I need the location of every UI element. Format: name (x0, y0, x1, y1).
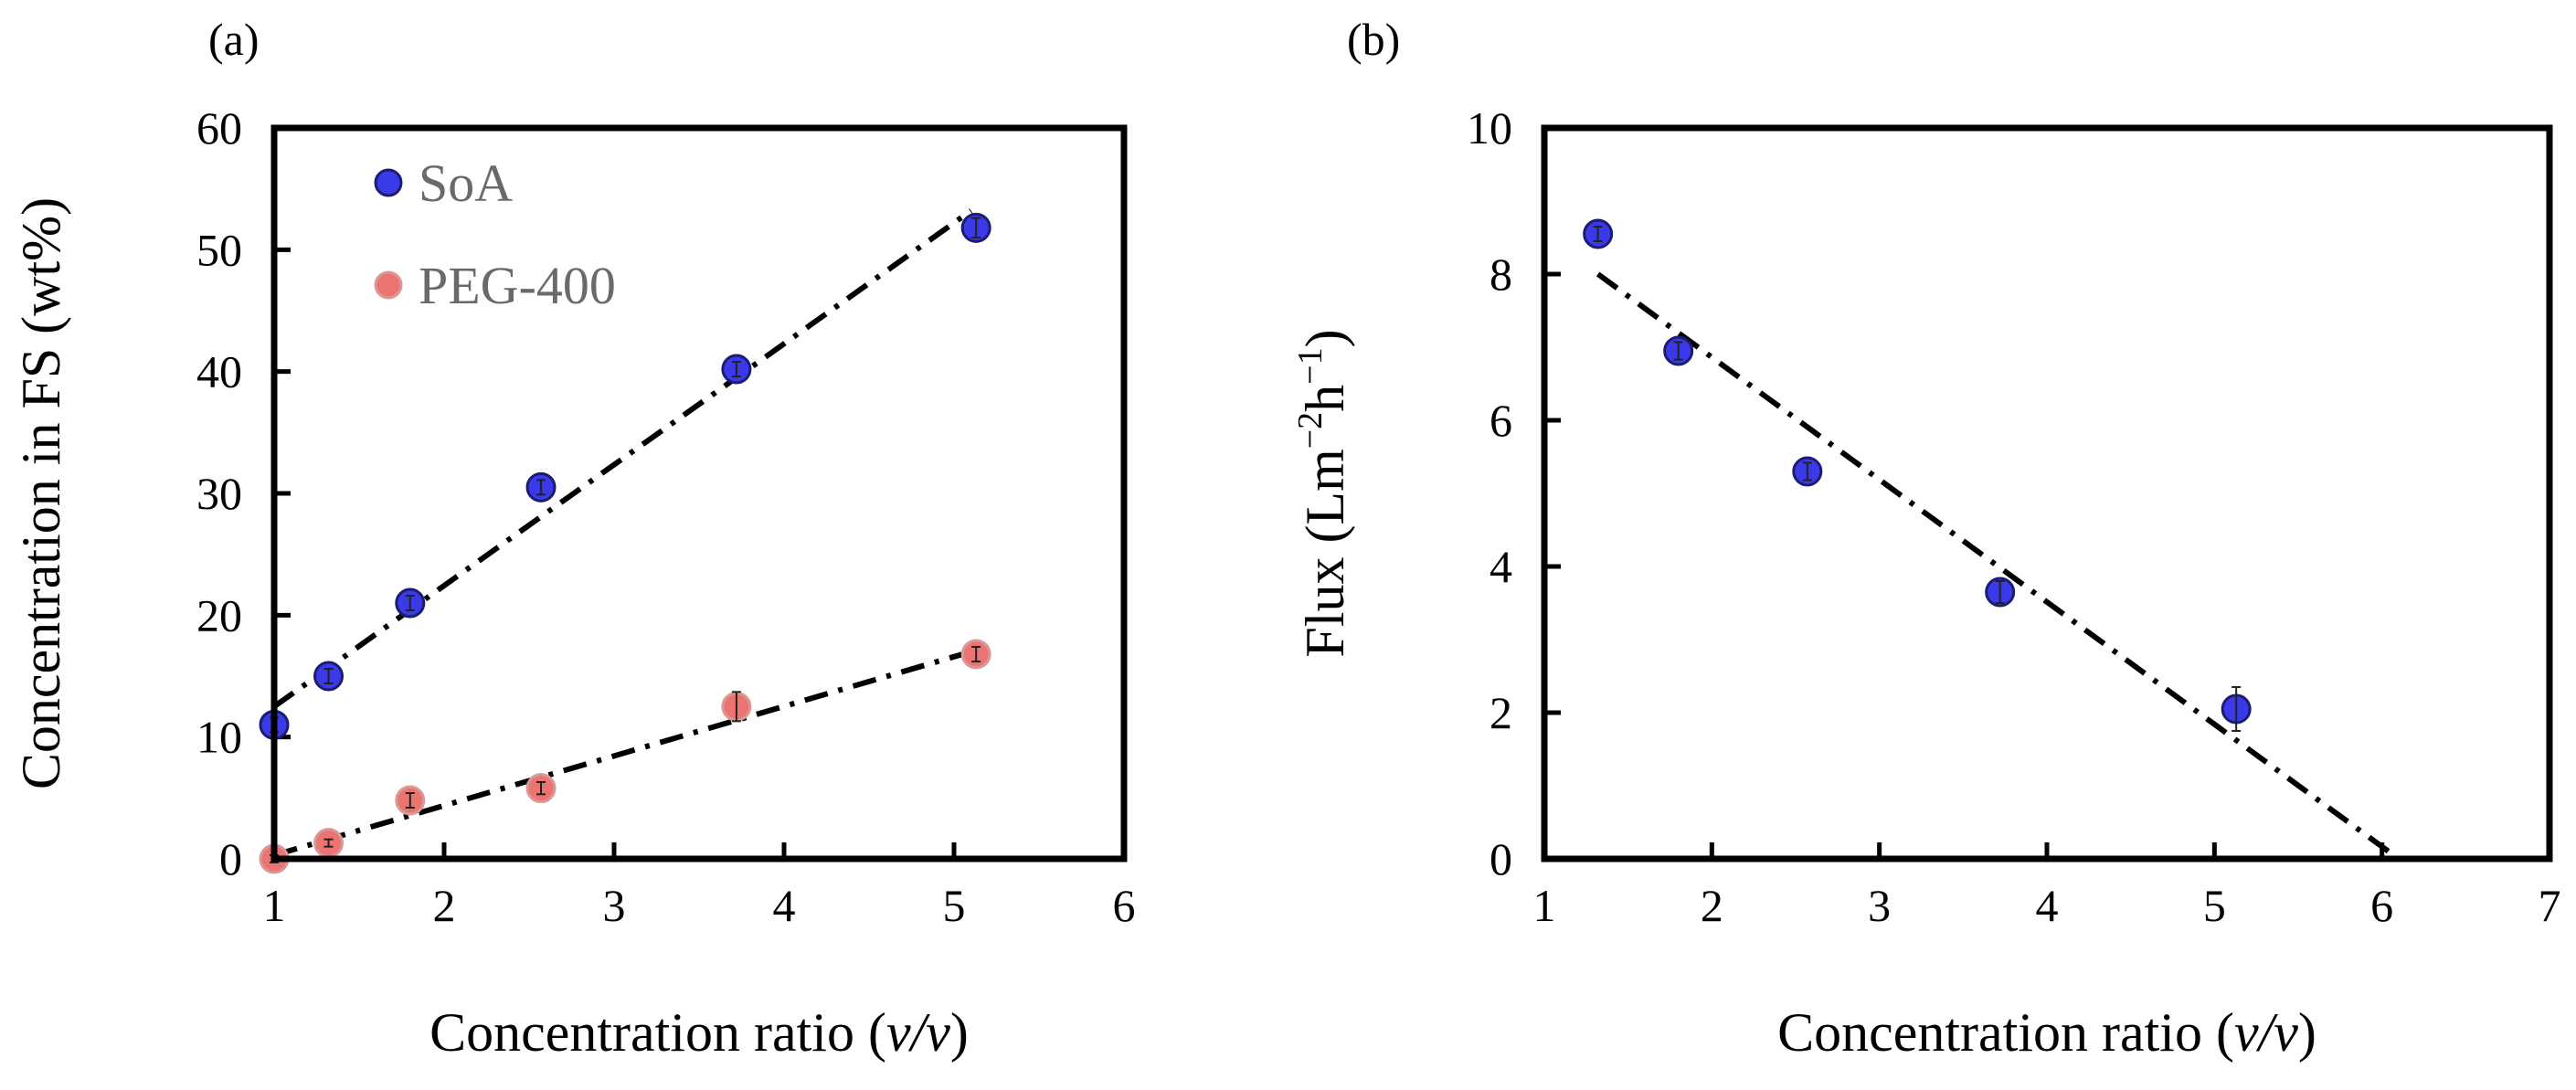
a-soa-fit-line (272, 208, 973, 709)
legend-peg400-label: PEG-400 (419, 256, 616, 315)
panel-b-y-axis-title: Flux (Lm−2h−1) (1291, 329, 1355, 657)
legend-soa-marker (374, 168, 403, 197)
a-y-tick-label: 30 (196, 468, 242, 519)
legend-peg400-marker (374, 270, 403, 300)
b-x-tick-label: 5 (2203, 880, 2226, 931)
legend-soa-label: SoA (419, 153, 513, 213)
a-y-tick-label: 0 (219, 833, 242, 884)
a-peg-400-fit-line (273, 649, 972, 858)
b-y-tick-label: 2 (1489, 687, 1512, 738)
panel-b-label: (b) (1347, 14, 1400, 65)
panel-b-plot: 1 2 3 4 5 6 7 0 2 4 6 8 10 (1467, 102, 2561, 931)
panel-a-label: (a) (208, 14, 260, 65)
panel-a-y-axis-title: Concentration in FS (wt%) (11, 197, 71, 789)
b-x-tick-label: 6 (2370, 880, 2393, 931)
b-x-tick-label: 3 (1868, 880, 1891, 931)
b-x-tick-label: 7 (2539, 880, 2561, 931)
b-y-tick-label: 8 (1489, 249, 1512, 300)
b-y-tick-label: 10 (1467, 102, 1512, 153)
a-x-tick-label: 3 (603, 880, 626, 931)
a-x-tick-label: 1 (263, 880, 286, 931)
b-flux-fit-line (1595, 271, 2401, 862)
panel-b-x-axis-title: Concentration ratio (v/v) (1777, 1002, 2316, 1063)
panel-b: (b) 1 2 3 4 5 6 7 0 2 4 6 8 10 Flux (Lm−2h−1) Concen… (1291, 14, 2561, 1063)
a-y-tick-label: 60 (196, 102, 242, 153)
b-y-tick-label: 4 (1489, 541, 1512, 592)
a-y-tick-label: 10 (196, 712, 242, 763)
a-x-tick-label: 6 (1113, 880, 1136, 931)
panel-a-x-axis-title: Concentration ratio (v/v) (429, 1002, 969, 1063)
b-x-tick-label: 1 (1533, 880, 1556, 931)
panel-a-plot-frame (270, 124, 1128, 862)
a-y-tick-label: 40 (196, 346, 242, 397)
a-x-tick-label: 4 (773, 880, 796, 931)
b-y-tick-label: 6 (1489, 395, 1512, 446)
b-x-tick-label: 4 (2036, 880, 2059, 931)
a-y-tick-label: 20 (196, 589, 242, 640)
b-x-tick-label: 2 (1701, 880, 1723, 931)
b-y-tick-label: 0 (1489, 833, 1512, 884)
a-x-tick-label: 2 (433, 880, 456, 931)
panel-a-legend: SoA PEG-400 (374, 153, 616, 315)
a-y-tick-label: 50 (196, 224, 242, 275)
panel-b-plot-frame (1541, 124, 2553, 862)
a-x-tick-label: 5 (943, 880, 966, 931)
